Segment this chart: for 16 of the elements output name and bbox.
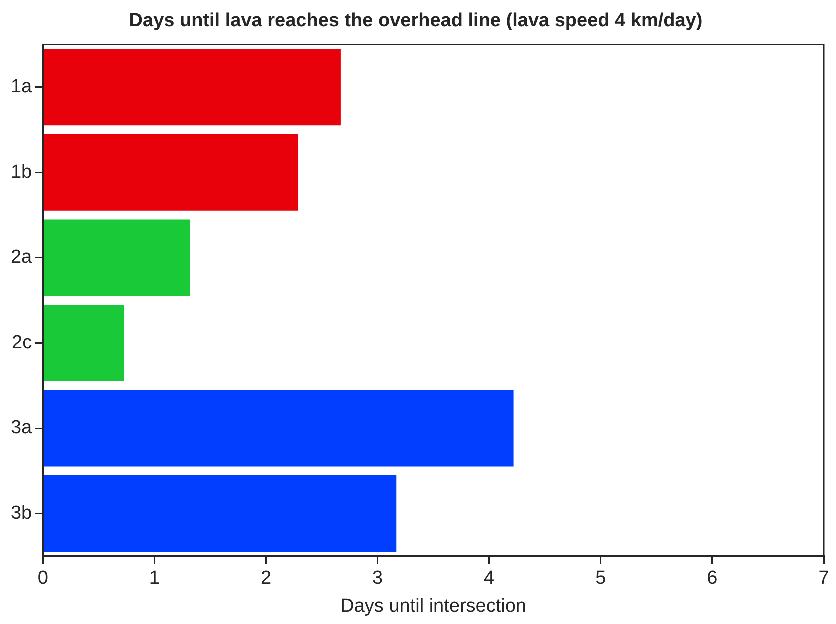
x-tick-label: 3	[372, 568, 384, 590]
y-tick-label: 1b	[10, 162, 32, 183]
x-tick-label: 7	[818, 568, 830, 590]
y-tick-label: 3b	[10, 503, 32, 524]
y-tick-label: 1a	[10, 76, 33, 98]
x-tick-label: 5	[596, 568, 606, 590]
x-tick-label: 2	[260, 568, 272, 590]
chart-title: Days until lava reaches the overhead line (lava speed 4 km/day)	[129, 10, 703, 32]
x-tick-label: 1	[149, 568, 160, 590]
x-tick-label: 0	[38, 568, 48, 590]
x-axis-title: Days until intersection	[340, 596, 527, 617]
x-tick-label: 4	[484, 568, 496, 590]
y-tick-label: 2c	[12, 332, 32, 354]
y-tick-label: 3a	[10, 418, 33, 439]
y-tick-label: 2a	[10, 247, 33, 268]
x-tick-label: 6	[707, 568, 718, 590]
